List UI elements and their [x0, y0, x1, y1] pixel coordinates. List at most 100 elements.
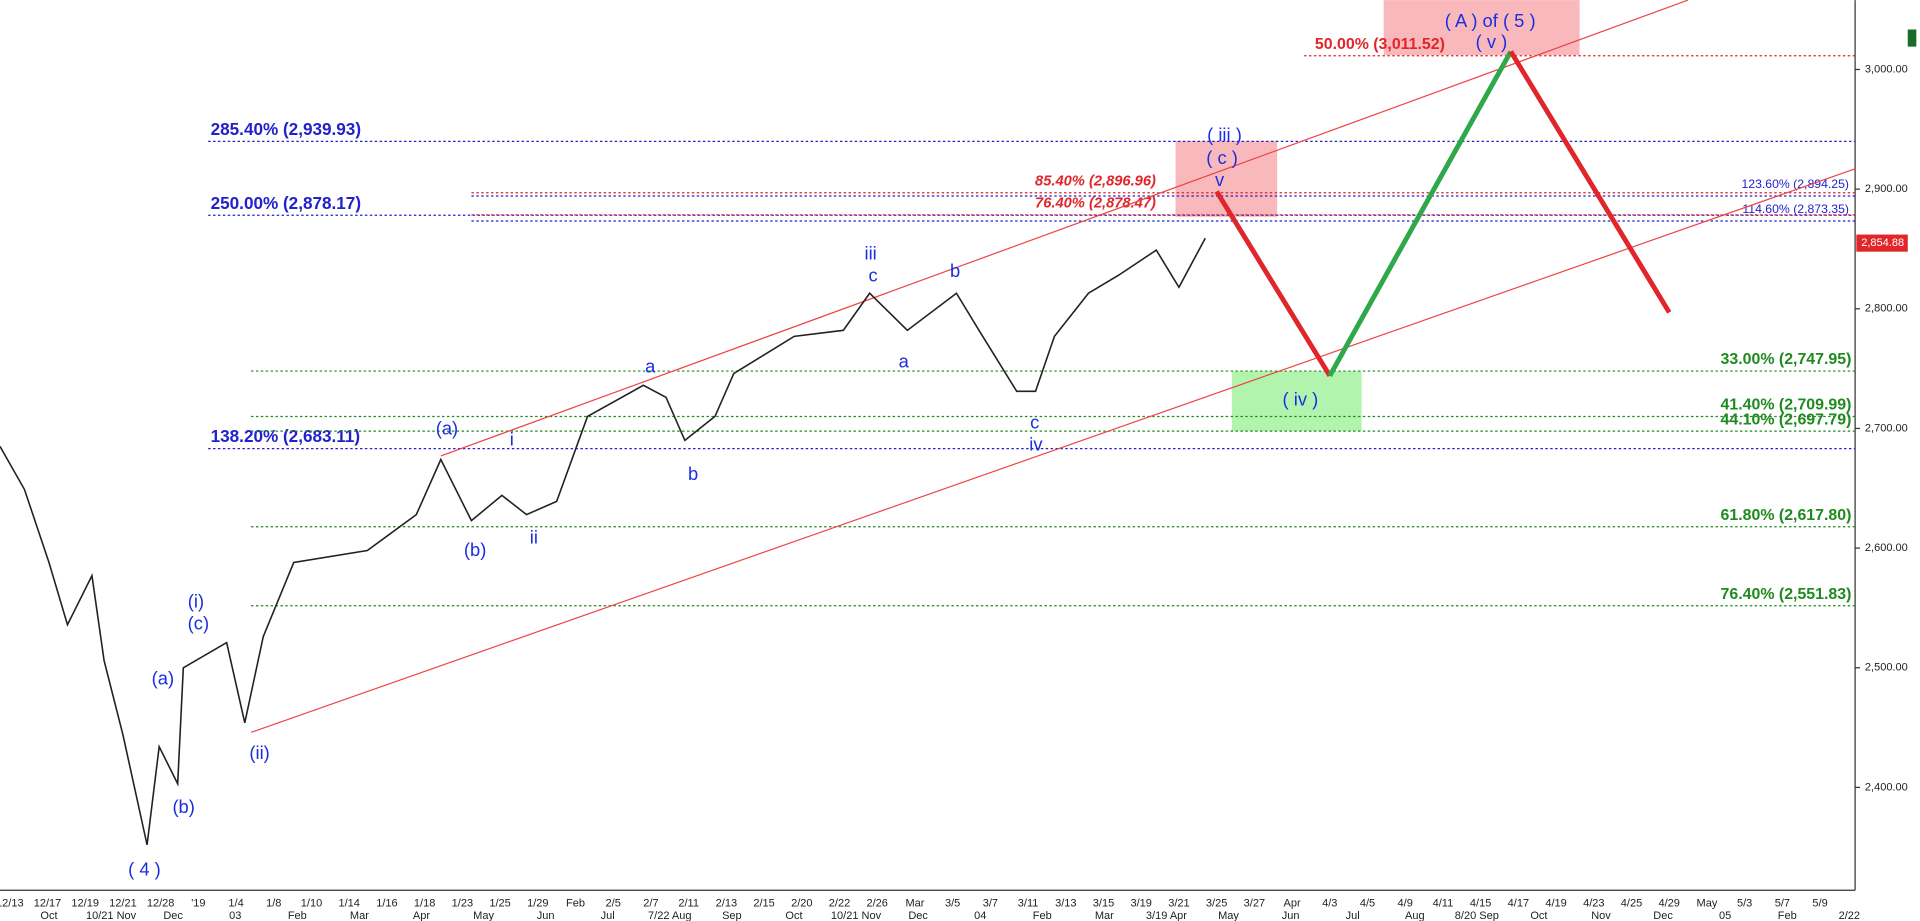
x-tick-label: 3/13 — [1055, 898, 1076, 910]
x-tick-label: 4/25 — [1621, 898, 1642, 910]
x-tick-label: 10/21 Nov — [86, 910, 137, 921]
y-tick-label: 2,700.00 — [1865, 422, 1908, 434]
x-tick-label: 10/21 Nov — [831, 910, 882, 921]
wave-label: ii — [530, 527, 538, 548]
x-tick-label: 4/9 — [1398, 898, 1413, 910]
x-tick-label: Apr — [1284, 898, 1301, 910]
wave-label: ( v ) — [1476, 31, 1508, 52]
wave-label: (b) — [464, 539, 486, 560]
x-tick-label: 12/28 — [147, 898, 175, 910]
wave-label: b — [950, 260, 960, 281]
x-tick-label: 1/16 — [376, 898, 397, 910]
x-tick-label: Sep — [722, 910, 742, 921]
x-tick-label: Jun — [1282, 910, 1300, 921]
x-tick-label: Apr — [413, 910, 430, 921]
fib-label: 44.10% (2,697.79) — [1721, 411, 1852, 428]
x-tick-label: Feb — [1033, 910, 1052, 921]
x-tick-label: Mar — [1095, 910, 1114, 921]
price-line — [0, 237, 1206, 846]
x-tick-label: 1/14 — [338, 898, 359, 910]
wave-label: (b) — [172, 796, 194, 817]
y-tick-label: 2,800.00 — [1865, 303, 1908, 315]
x-tick-label: Jun — [537, 910, 555, 921]
wave-label: (c) — [188, 612, 209, 633]
x-tick-label: 12/19 — [71, 898, 99, 910]
x-tick-label: 4/5 — [1360, 898, 1375, 910]
fib-label: 76.40% (2,551.83) — [1721, 586, 1852, 603]
x-tick-label: 3/11 — [1018, 898, 1039, 910]
y-tick-label: 2,400.00 — [1865, 781, 1908, 793]
x-tick-label: 8/20 Sep — [1455, 910, 1499, 921]
projection-line — [1214, 190, 1332, 378]
x-tick-label: 2/15 — [753, 898, 774, 910]
x-tick-label: 05 — [1719, 910, 1731, 921]
x-tick-label: Feb — [1778, 910, 1797, 921]
x-tick-label: Dec — [1653, 910, 1673, 921]
x-tick-label: 4/29 — [1658, 898, 1679, 910]
x-tick-label: 3/25 — [1206, 898, 1227, 910]
x-tick-label: 1/23 — [452, 898, 473, 910]
x-tick-label: '19 — [191, 898, 205, 910]
x-tick-label: 2/22 — [1839, 910, 1860, 921]
wave-label: (i) — [188, 590, 204, 611]
wave-label: a — [645, 355, 656, 376]
fib-label: 138.20% (2,683.11) — [211, 426, 360, 446]
projection-line — [1508, 50, 1672, 314]
wave-label: (a) — [436, 418, 458, 439]
x-tick-label: Oct — [40, 910, 57, 921]
y-tick-label: 2,500.00 — [1865, 662, 1908, 674]
x-tick-label: 3/7 — [983, 898, 998, 910]
x-tick-label: 2/7 — [643, 898, 658, 910]
x-tick-label: 12/21 — [109, 898, 137, 910]
x-tick-label: 3/15 — [1093, 898, 1114, 910]
x-tick-label: Nov — [1591, 910, 1611, 921]
x-tick-label: Mar — [350, 910, 369, 921]
x-tick-label: 4/19 — [1545, 898, 1566, 910]
fib-label: 41.40% (2,709.99) — [1721, 397, 1852, 414]
x-tick-label: Dec — [163, 910, 183, 921]
target-box — [1231, 371, 1362, 432]
wave-label: iii — [864, 243, 876, 264]
channel-line — [250, 168, 1856, 733]
y-tick-label: 2,900.00 — [1865, 183, 1908, 195]
x-tick-label: May — [1697, 898, 1718, 910]
x-tick-label: 1/29 — [527, 898, 548, 910]
wave-label: b — [688, 463, 698, 484]
wave-label: a — [899, 350, 910, 371]
x-tick-label: 2/26 — [866, 898, 887, 910]
wave-label: ( iii ) — [1207, 124, 1242, 145]
x-tick-label: 4/23 — [1583, 898, 1604, 910]
x-tick-label: 1/10 — [301, 898, 322, 910]
x-tick-label: 5/7 — [1775, 898, 1790, 910]
x-tick-label: 3/21 — [1168, 898, 1189, 910]
y-tick-label: 3,000.00 — [1865, 63, 1908, 75]
wave-label: ( iv ) — [1283, 388, 1319, 409]
x-tick-label: 3/19 — [1130, 898, 1151, 910]
x-tick-label: 3/27 — [1244, 898, 1265, 910]
x-tick-label: 1/4 — [228, 898, 243, 910]
x-tick-label: 2/13 — [716, 898, 737, 910]
channel-line — [440, 0, 1689, 457]
x-tick-label: 3/19 Apr — [1146, 910, 1187, 921]
x-tick-label: 5/3 — [1737, 898, 1752, 910]
fib-label: 33.00% (2,747.95) — [1721, 351, 1852, 368]
fib-label: 123.60% (2,894.25) — [1741, 177, 1848, 191]
x-tick-label: 4/11 — [1433, 898, 1454, 910]
projection-line — [1327, 50, 1513, 377]
fib-label: 76.40% (2,878.47) — [1035, 196, 1156, 212]
x-tick-label: May — [1218, 910, 1239, 921]
x-tick-label: Jul — [1346, 910, 1360, 921]
x-tick-label: 1/8 — [266, 898, 281, 910]
x-tick-label: Aug — [1405, 910, 1425, 921]
marker — [1907, 29, 1917, 47]
x-tick-label: 12/17 — [34, 898, 62, 910]
wave-label: iv — [1029, 434, 1043, 455]
x-tick-label: 1/25 — [489, 898, 510, 910]
x-tick-label: Jul — [601, 910, 615, 921]
x-tick-label: 2/22 — [829, 898, 850, 910]
wave-label: ( c ) — [1206, 147, 1238, 168]
x-tick-label: 4/17 — [1508, 898, 1529, 910]
wave-label: (ii) — [249, 742, 269, 763]
wave-label: i — [510, 429, 514, 450]
